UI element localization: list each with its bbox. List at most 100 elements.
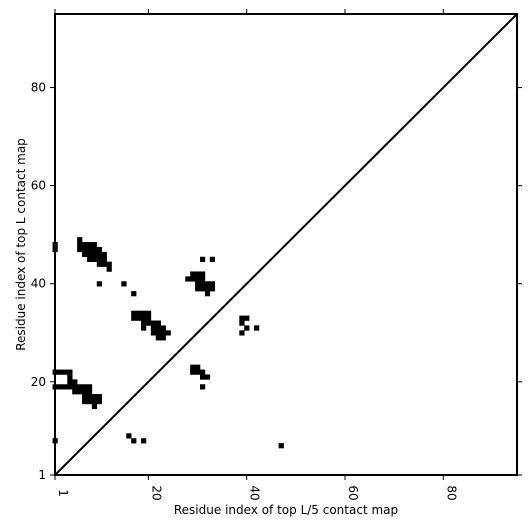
contact-cell (131, 291, 137, 297)
contact-cell (204, 374, 211, 380)
contact-cell (199, 256, 206, 262)
contact-cell (77, 246, 83, 253)
contact-cell (209, 286, 216, 292)
contact-cell (82, 389, 88, 395)
contact-cell (190, 271, 196, 277)
contact-cell (82, 384, 88, 390)
y-tick-label: 1 (38, 468, 46, 482)
contact-cell (101, 251, 107, 258)
contact-cell (131, 310, 137, 316)
contact-cell (77, 384, 83, 390)
contact-cell (199, 271, 206, 277)
contact-cell (199, 384, 206, 390)
contact-cell (136, 315, 142, 321)
contact-cell (195, 364, 201, 370)
contact-cell (244, 315, 250, 321)
contact-cell (150, 320, 157, 326)
contact-cell (82, 394, 88, 400)
contact-cell (86, 251, 93, 258)
x-tick-label: 60 (346, 485, 360, 500)
contact-cell (86, 398, 93, 405)
contact-cell (131, 438, 137, 444)
contact-cell (141, 325, 147, 331)
contact-cell (199, 374, 206, 380)
contact-cell (160, 330, 166, 336)
contact-cell (239, 330, 245, 336)
contact-cell (204, 281, 211, 287)
contact-cell (106, 261, 112, 267)
contact-cell (96, 261, 102, 267)
contact-cell (209, 256, 216, 262)
contact-cell (77, 237, 83, 243)
contact-cell (101, 256, 107, 262)
contact-cell (209, 281, 216, 287)
contact-cell (57, 384, 63, 390)
contact-cell (101, 261, 107, 267)
contact-cell (244, 325, 250, 331)
contact-cell (278, 443, 284, 449)
contact-cell (239, 315, 245, 321)
contact-cell (160, 335, 166, 341)
contact-cell (195, 271, 201, 277)
x-tick-label: 1 (56, 489, 70, 497)
contact-cell (72, 389, 78, 395)
contact-cell (131, 315, 137, 321)
contact-cell (96, 394, 102, 400)
y-tick-label: 60 (31, 179, 46, 193)
contact-cell (204, 286, 211, 292)
contact-cell (155, 325, 161, 331)
contact-cell (86, 242, 93, 248)
y-axis-label: Residue index of top L contact map (14, 138, 28, 351)
contact-cell (96, 281, 102, 287)
contact-cell (195, 369, 201, 375)
contact-cell (199, 369, 206, 375)
y-tick-label: 80 (31, 81, 46, 95)
contact-cell (136, 310, 142, 316)
contact-cell (91, 242, 98, 248)
contact-cell (82, 242, 88, 248)
contact-cell (91, 256, 98, 262)
contact-cell (141, 320, 147, 326)
contact-cell (199, 281, 206, 287)
x-tick-label: 80 (444, 485, 458, 500)
contact-cell (86, 389, 93, 395)
contact-cell (126, 433, 132, 439)
contact-cell (121, 281, 127, 287)
contact-cell (96, 251, 102, 258)
contact-cell (145, 310, 152, 316)
contact-cell (96, 256, 102, 262)
contact-cell (141, 315, 147, 321)
axis-ticks: 1 20 40 60 80 1 20 40 60 80 (31, 9, 522, 501)
contact-cell (145, 320, 152, 326)
contact-cell (254, 325, 260, 331)
contact-cell (67, 374, 73, 380)
contact-cell (91, 398, 98, 405)
y-tick-label: 20 (31, 375, 46, 389)
contact-cell (190, 369, 196, 375)
contact-cells (52, 237, 284, 449)
x-tick-label: 40 (248, 485, 262, 500)
contact-cell (190, 276, 196, 282)
contact-cell (106, 266, 112, 272)
contact-cell (67, 384, 73, 390)
contact-cell (91, 403, 98, 410)
contact-cell (190, 364, 196, 370)
contact-cell (82, 398, 88, 405)
contact-cell (155, 320, 161, 326)
contact-cell (57, 369, 63, 375)
contact-cell (72, 384, 78, 390)
contact-cell (86, 394, 93, 400)
y-tick-label: 40 (31, 277, 46, 291)
contact-cell (195, 281, 201, 287)
contact-cell (160, 325, 166, 331)
contact-cell (91, 246, 98, 253)
contact-cell (155, 330, 161, 336)
contact-cell (96, 246, 102, 253)
contact-cell (195, 286, 201, 292)
contact-cell (96, 398, 102, 405)
contact-cell (239, 320, 245, 326)
contact-cell (72, 379, 78, 385)
contact-cell (150, 330, 157, 336)
contact-cell (199, 286, 206, 292)
